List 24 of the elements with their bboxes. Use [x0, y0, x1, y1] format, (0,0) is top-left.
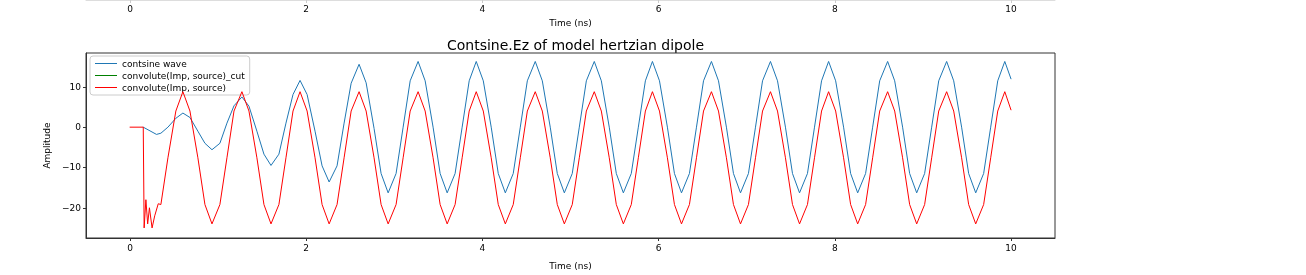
y-tick-label: 10	[69, 81, 82, 92]
legend-label: contsine wave	[122, 58, 188, 69]
x-tick-label: 10	[1005, 242, 1017, 253]
x2-tick-label: 2	[303, 3, 310, 14]
x-tick-label: 8	[831, 242, 838, 253]
x-tick-label: 2	[303, 242, 310, 253]
y-tick-label: 0	[75, 122, 82, 133]
line-series	[129, 91, 1012, 229]
x-tick-label: 6	[655, 242, 662, 253]
x2-tick-label: 8	[831, 3, 838, 14]
y-axis-title: Amplitude	[41, 121, 52, 169]
x2-tick-label: 4	[479, 3, 486, 14]
y-tick-label: −20	[62, 202, 82, 213]
x-tick-label: 4	[479, 242, 486, 253]
legend-label: convolute(Imp, source)	[122, 82, 227, 93]
x2-tick-label: 0	[127, 3, 134, 14]
x2-tick-label: 6	[655, 3, 662, 14]
x-axis-title: Time (ns)	[548, 260, 592, 271]
x2-axis-title: Time (ns)	[548, 17, 592, 28]
x2-tick-label: 10	[1005, 3, 1017, 14]
legend-label: convolute(Imp, source)_cut	[122, 70, 246, 81]
x-tick-label: 0	[127, 242, 134, 253]
chart-title: Contsine.Ez of model hertzian dipole	[446, 37, 705, 53]
y-tick-label: −10	[62, 162, 82, 173]
